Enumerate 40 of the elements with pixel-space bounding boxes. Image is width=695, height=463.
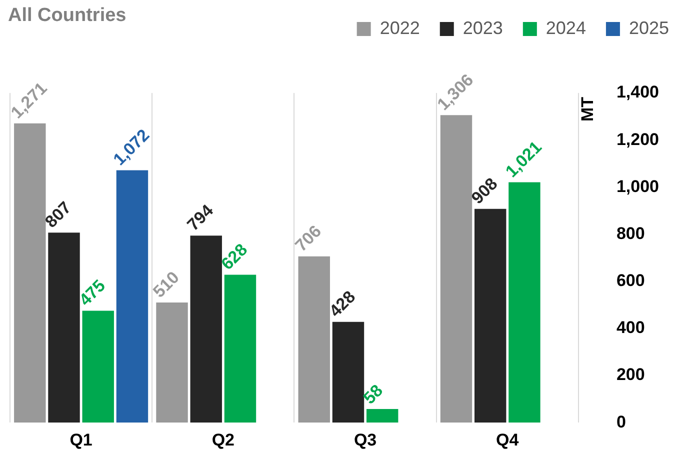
bar (116, 170, 148, 423)
data-label: 58 (360, 380, 387, 408)
data-label: 794 (184, 200, 218, 234)
y-tick-label: 800 (616, 224, 645, 243)
x-tick-label: Q2 (212, 430, 235, 450)
x-tick-label: Q4 (496, 430, 520, 450)
bar (508, 182, 540, 423)
legend-label: 2024 (546, 18, 586, 38)
bar (474, 208, 506, 423)
data-label: 475 (76, 276, 110, 310)
legend-label: 2022 (380, 18, 420, 38)
bar (48, 232, 80, 423)
bar (366, 408, 398, 423)
bar (332, 322, 364, 423)
bar (298, 256, 330, 423)
data-label: 908 (468, 174, 502, 208)
y-tick-label: 1,400 (616, 82, 660, 102)
y-axis-title: MT (578, 96, 598, 122)
bar (156, 302, 188, 423)
bar (440, 115, 472, 423)
y-tick-label: 200 (616, 365, 645, 384)
x-tick-label: Q1 (70, 430, 92, 450)
data-label: 510 (149, 268, 183, 302)
y-tick-label: 600 (616, 271, 645, 290)
y-tick-label: 1,200 (616, 130, 660, 149)
bar (190, 236, 222, 423)
data-label: 428 (326, 287, 360, 321)
data-label: 628 (218, 240, 252, 274)
legend-label: 2025 (628, 18, 670, 38)
chart-title: All Countries (8, 5, 126, 27)
y-tick-label: 0 (616, 412, 626, 432)
legend-label: 2023 (462, 18, 503, 38)
data-label: 807 (41, 198, 75, 232)
bar (82, 310, 114, 423)
x-tick-label: Q3 (354, 430, 377, 450)
data-label: 706 (292, 222, 326, 256)
bar (14, 123, 46, 423)
y-tick-label: 400 (616, 318, 645, 338)
y-tick-label: 1,000 (616, 176, 660, 196)
bar (224, 274, 256, 423)
